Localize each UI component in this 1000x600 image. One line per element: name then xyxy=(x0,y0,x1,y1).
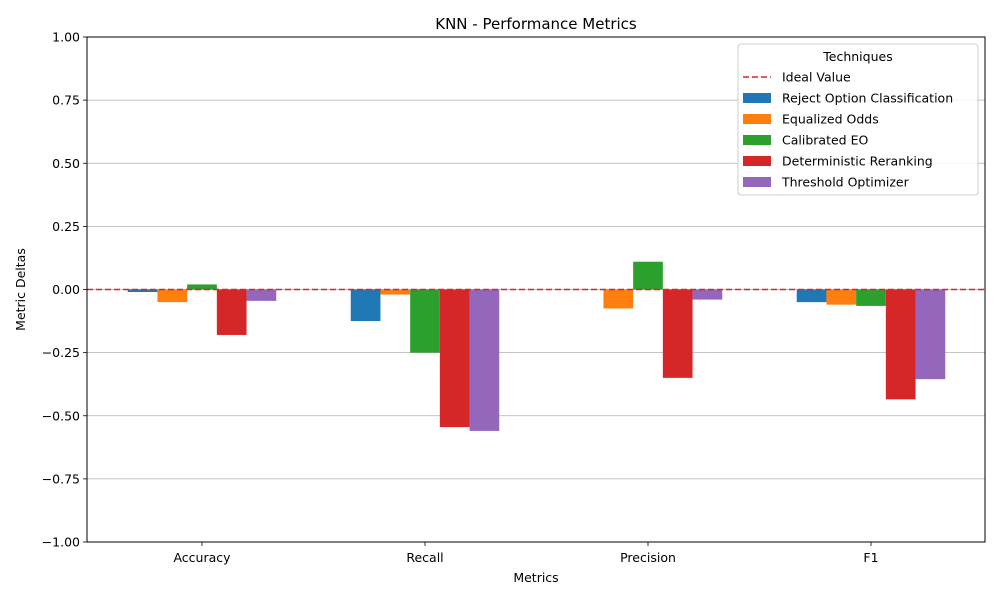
legend-swatch xyxy=(743,93,771,103)
bar xyxy=(350,289,381,322)
bar xyxy=(246,289,277,301)
bar xyxy=(826,289,857,305)
y-tick-label: 1.00 xyxy=(52,30,80,45)
bar xyxy=(187,284,217,290)
legend-swatch xyxy=(743,156,771,166)
bar xyxy=(603,289,634,309)
y-tick-label: −1.00 xyxy=(42,535,80,550)
x-axis-ticks: Accuracy Recall Precision F1 xyxy=(173,542,879,565)
legend-title: Techniques xyxy=(822,49,892,64)
bar xyxy=(633,261,663,290)
bar xyxy=(410,289,440,353)
bar xyxy=(469,289,500,431)
y-tick-label: 0.25 xyxy=(52,219,80,234)
y-tick-label: 0.75 xyxy=(52,93,80,108)
bar xyxy=(856,289,886,306)
y-tick-label: −0.75 xyxy=(42,471,80,486)
x-tick-label: Recall xyxy=(406,550,443,565)
bar xyxy=(216,289,247,335)
legend-label: Threshold Optimizer xyxy=(781,175,910,190)
bar xyxy=(127,289,158,293)
x-tick-label: Precision xyxy=(620,550,676,565)
legend-label: Deterministic Reranking xyxy=(782,154,933,169)
legend-swatch xyxy=(743,177,771,187)
legend-label: Calibrated EO xyxy=(782,133,868,148)
legend-swatch xyxy=(743,135,771,145)
x-axis-label: Metrics xyxy=(513,570,558,585)
y-tick-label: 0.50 xyxy=(52,156,80,171)
y-axis-label: Metric Deltas xyxy=(13,248,28,331)
bar xyxy=(380,289,411,295)
legend-box xyxy=(737,43,979,196)
legend-label: Reject Option Classification xyxy=(782,91,953,106)
chart-title: KNN - Performance Metrics xyxy=(435,15,637,33)
bars xyxy=(127,261,946,431)
y-tick-label: −0.50 xyxy=(42,408,80,423)
bar xyxy=(885,289,916,400)
legend-label: Equalized Odds xyxy=(782,112,879,127)
x-tick-label: Accuracy xyxy=(173,550,231,565)
legend: Techniques Ideal Value Reject Option Class… xyxy=(737,43,979,196)
bar xyxy=(796,289,827,303)
y-tick-label: −0.25 xyxy=(42,345,80,360)
legend-label-ideal-value: Ideal Value xyxy=(782,70,851,85)
bar xyxy=(915,289,946,380)
x-tick-label: F1 xyxy=(863,550,878,565)
y-tick-label: 0.00 xyxy=(52,282,80,297)
y-axis-ticks: −1.00 −0.75 −0.50 −0.25 0.00 0.25 0.50 0.75 1.00 xyxy=(42,30,87,550)
bar xyxy=(439,289,470,428)
legend-swatch xyxy=(743,114,771,124)
bar xyxy=(692,289,723,300)
bar xyxy=(662,289,693,378)
bar xyxy=(157,289,188,303)
